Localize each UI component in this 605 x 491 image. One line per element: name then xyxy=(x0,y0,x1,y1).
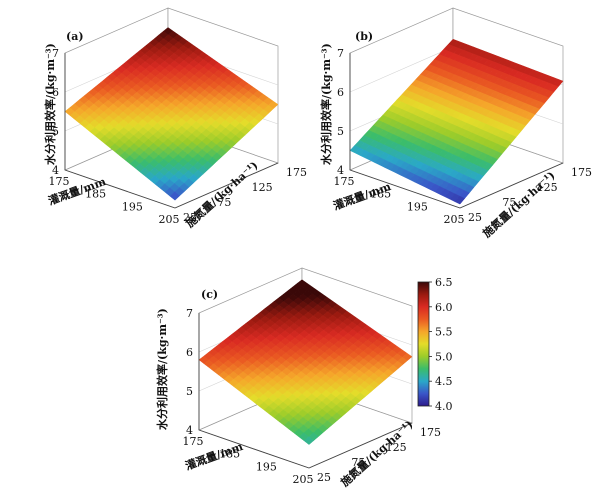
y-tick-label: 75 xyxy=(351,456,365,469)
colorbar-tick-label: 6.0 xyxy=(435,301,453,314)
x-tick-label: 195 xyxy=(256,460,277,473)
z-tick-label: 5 xyxy=(52,125,59,138)
y-tick-label: 25 xyxy=(468,211,482,224)
colorbar-tick-label: 4.5 xyxy=(435,375,453,388)
y-tick-label: 125 xyxy=(537,181,558,194)
y-tick-label: 75 xyxy=(502,196,516,209)
y-tick-label: 25 xyxy=(317,471,331,484)
z-axis-label-b: 水分利用效率/(kg·m⁻³) xyxy=(319,43,333,165)
x-tick-label: 185 xyxy=(370,188,391,201)
colorbar-tick-label: 5.5 xyxy=(435,326,453,339)
colorbar: 6.5 6.0 5.5 5.0 4.5 4.0 xyxy=(417,276,453,413)
x-tick-label: 175 xyxy=(334,175,355,188)
x-tick-label: 185 xyxy=(85,188,106,201)
x-tick-label: 185 xyxy=(219,448,240,461)
z-tick-label: 6 xyxy=(186,346,193,359)
y-tick-label: 175 xyxy=(571,166,592,179)
axis-lines-a xyxy=(64,53,279,209)
axis-lines-c xyxy=(198,313,413,469)
z-tick-label: 4 xyxy=(337,164,344,177)
y-tick-label: 125 xyxy=(252,181,273,194)
z-tick-label: 7 xyxy=(186,307,193,320)
z-tick-label: 4 xyxy=(52,164,59,177)
surface-patch xyxy=(454,195,466,205)
surface-patch xyxy=(169,191,181,201)
colorbar-gradient xyxy=(417,281,430,407)
colorbar-tick-label: 5.0 xyxy=(435,350,453,363)
colorbar-tick-label: 4.0 xyxy=(435,400,453,413)
z-tick-label: 4 xyxy=(186,424,193,437)
z-tick-label: 6 xyxy=(52,86,59,99)
x-tick-label: 205 xyxy=(444,213,465,226)
z-axis-label-a: 水分利用效率/(kg·m⁻³) xyxy=(43,43,57,165)
panel-label-b: (b) xyxy=(355,30,373,43)
x-tick-label: 205 xyxy=(293,473,314,486)
y-tick-label: 175 xyxy=(420,426,441,439)
panel-label-c: (c) xyxy=(201,288,218,301)
z-tick-label: 6 xyxy=(337,86,344,99)
surface-c xyxy=(198,279,413,445)
x-tick-label: 175 xyxy=(49,175,70,188)
z-tick-label: 5 xyxy=(186,385,193,398)
y-tick-label: 175 xyxy=(286,166,307,179)
z-tick-label: 7 xyxy=(337,47,344,60)
z-axis-label-c: 水分利用效率/(kg·m⁻³) xyxy=(155,308,169,430)
colorbar-tick-label: 6.5 xyxy=(435,276,453,289)
surface-b xyxy=(349,38,564,205)
z-tick-label: 5 xyxy=(337,125,344,138)
y-tick-label: 25 xyxy=(183,211,197,224)
x-tick-label: 205 xyxy=(159,213,180,226)
z-tick-label: 7 xyxy=(52,47,59,60)
y-tick-label: 75 xyxy=(217,196,231,209)
x-tick-label: 175 xyxy=(183,435,204,448)
x-tick-label: 195 xyxy=(407,200,428,213)
surface-patch xyxy=(303,436,315,445)
x-tick-label: 195 xyxy=(122,200,143,213)
surface-a xyxy=(64,27,279,201)
panel-label-a: (a) xyxy=(66,30,84,43)
axis-lines-b xyxy=(349,53,564,209)
y-tick-label: 125 xyxy=(386,441,407,454)
